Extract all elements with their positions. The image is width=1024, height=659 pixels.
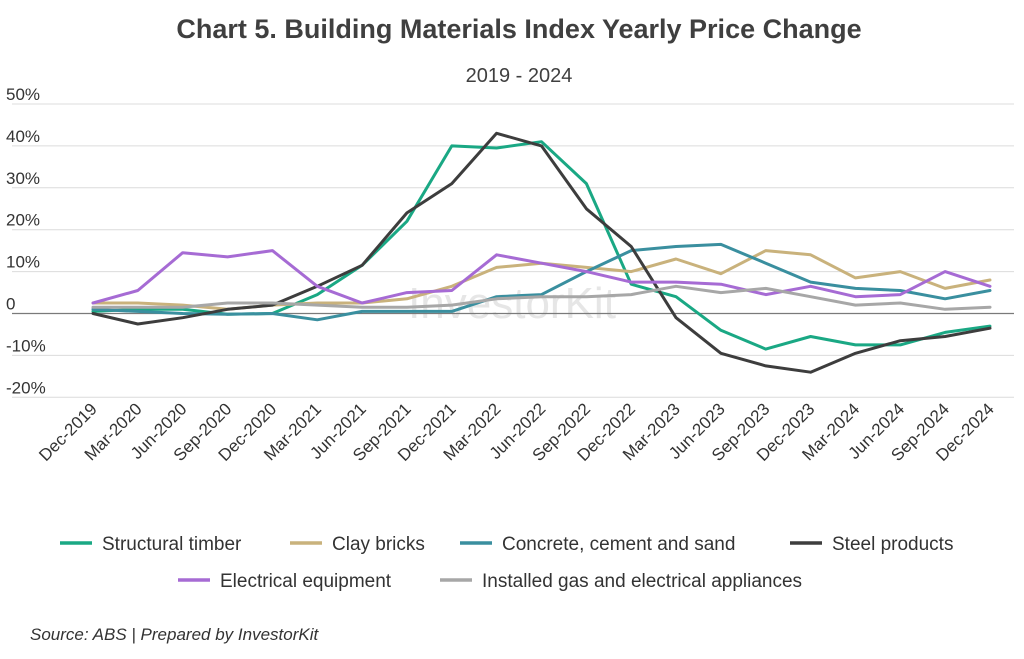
y-tick-label: 20% [6, 211, 40, 230]
legend-item-installed-gas-and-electrical-appliances: Installed gas and electrical appliances [440, 571, 802, 592]
legend-label: Concrete, cement and sand [502, 534, 735, 555]
legend-item-electrical-equipment: Electrical equipment [178, 571, 392, 592]
chart-subtitle: 2019 - 2024 [466, 65, 573, 87]
series-line-steel-products [91, 131, 992, 374]
grid [12, 103, 1014, 398]
y-tick-label: 0 [6, 295, 15, 314]
y-tick-label: -20% [6, 378, 46, 397]
series-line-installed-gas-and-electrical-appliances [91, 284, 992, 311]
watermark-text: InvestorKit [408, 279, 616, 328]
legend: Structural timber Clay bricks Concrete, ce… [60, 534, 953, 592]
legend-label: Electrical equipment [220, 571, 392, 592]
legend-label: Clay bricks [332, 534, 425, 555]
legend-label: Installed gas and electrical appliances [482, 571, 802, 592]
legend-item-clay-bricks: Clay bricks [290, 534, 425, 555]
series-line-electrical-equipment [91, 249, 992, 305]
legend-label: Steel products [832, 534, 953, 555]
series-line-concrete-cement-and-sand [91, 242, 992, 322]
legend-item-concrete-cement-and-sand: Concrete, cement and sand [460, 534, 735, 555]
y-tick-label: 40% [6, 127, 40, 146]
source-note: Source: ABS | Prepared by InvestorKit [30, 625, 319, 644]
y-tick-label: -10% [6, 336, 46, 355]
legend-label: Structural timber [102, 534, 242, 555]
y-tick-label: 10% [6, 253, 40, 272]
x-axis: Dec-2019Mar-2020Jun-2020Sep-2020Dec-2020… [35, 399, 998, 465]
legend-item-structural-timber: Structural timber [60, 534, 242, 555]
y-tick-label: 50% [6, 85, 40, 104]
chart-title: Chart 5. Building Materials Index Yearly… [176, 14, 861, 44]
legend-item-steel-products: Steel products [790, 534, 953, 555]
y-tick-label: 30% [6, 169, 40, 188]
y-axis: 50% 40% 30% 20% 10% 0 -10% -20% [6, 85, 46, 397]
series-lines [91, 131, 992, 374]
watermark: InvestorKit [408, 279, 616, 328]
